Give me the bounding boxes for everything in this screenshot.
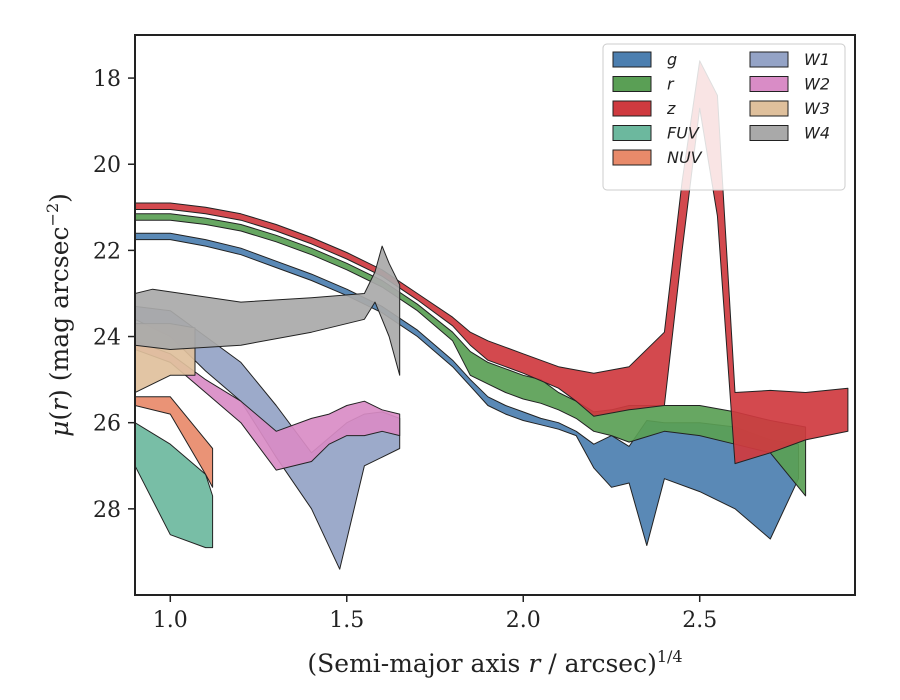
legend: grz FUV NUV W1 W2 W3 W4 <box>602 43 846 191</box>
legend-swatch-r <box>612 76 652 92</box>
series-band-w2 <box>135 340 401 471</box>
y-tick-label: 28 <box>93 498 121 523</box>
y-tick-label: 24 <box>93 326 121 351</box>
legend-label-w1: W1 <box>804 50 830 69</box>
y-tick-label: 20 <box>93 153 121 178</box>
plot-frame <box>134 34 856 596</box>
legend-label-nuv: NUV <box>667 148 703 167</box>
legend-swatch-w4 <box>749 125 789 141</box>
legend-label-w3: W3 <box>804 99 830 118</box>
legend-swatch-nuv <box>612 149 652 166</box>
axis-layer: 1.0 1.5 2.0 2.5 18 20 22 24 26 28 <box>93 67 717 633</box>
y-tick-label: 22 <box>93 239 121 264</box>
legend-label-w2: W2 <box>804 75 830 94</box>
legend-label-g: g <box>667 50 677 69</box>
legend-swatch-fuv <box>612 125 652 141</box>
legend-swatch-w1 <box>749 51 789 68</box>
legend-swatch-z <box>612 100 652 117</box>
y-axis-label: μ(r) (mag arcsec−2) <box>43 193 74 437</box>
legend-entries: grz FUV NUV W1 W2 W3 W4 <box>612 50 830 167</box>
x-tick-label: 1.5 <box>329 608 364 633</box>
legend-swatch-w3 <box>749 100 789 117</box>
legend-swatch-g <box>612 51 652 68</box>
y-tick-label: 18 <box>93 67 121 92</box>
x-tick-label: 2.5 <box>682 608 717 633</box>
x-axis-label: (Semi-major axis r / arcsec)1/4 <box>307 647 682 678</box>
legend-label-w4: W4 <box>804 124 830 143</box>
series-band-nuv <box>135 396 214 488</box>
series-layer <box>135 60 849 570</box>
x-tick-label: 1.0 <box>153 608 188 633</box>
series-band-fuv <box>135 422 214 549</box>
legend-label-z: z <box>666 99 676 118</box>
series-band-w4 <box>135 245 401 376</box>
legend-label-fuv: FUV <box>667 124 700 143</box>
x-tick-label: 2.0 <box>506 608 541 633</box>
legend-label-r: r <box>667 75 675 94</box>
legend-swatch-w2 <box>749 76 789 92</box>
y-tick-label: 26 <box>93 412 121 437</box>
